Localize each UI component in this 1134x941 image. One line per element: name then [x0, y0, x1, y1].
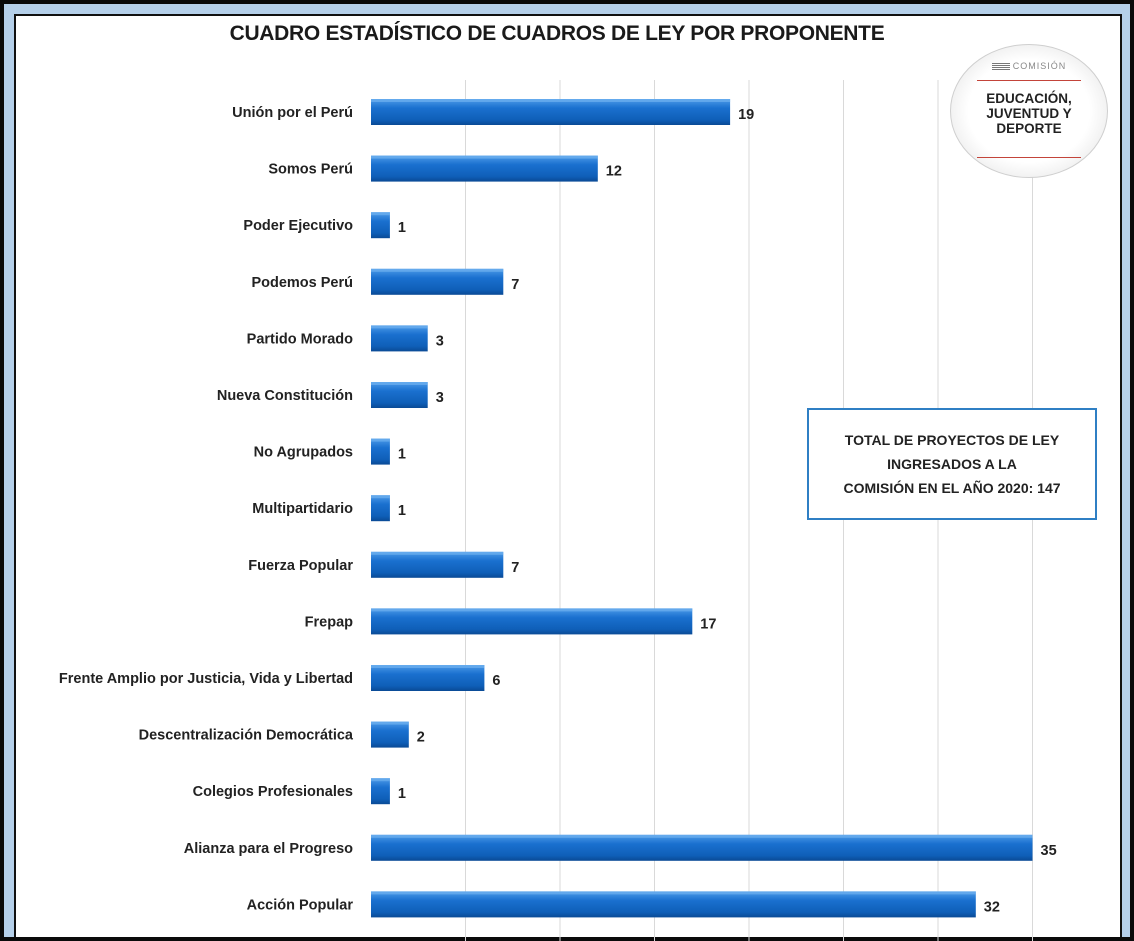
value-label: 1	[398, 503, 406, 519]
bar	[371, 778, 390, 805]
bar-highlight	[371, 551, 504, 555]
category-label: Descentralización Democrática	[139, 728, 354, 744]
bar	[371, 382, 428, 408]
bar-highlight	[371, 155, 598, 159]
commission-logo: COMISIÓN EDUCACIÓN, JUVENTUD Y DEPORTE	[950, 44, 1108, 178]
category-label: Frente Amplio por Justicia, Vida y Liber…	[59, 671, 353, 687]
category-label: Poder Ejecutivo	[243, 218, 353, 234]
value-label: 1	[398, 220, 406, 236]
bar	[371, 325, 428, 352]
total-line-3: COMISIÓN EN EL AÑO 2020: 147	[843, 480, 1061, 496]
category-label: Partido Morado	[247, 331, 353, 347]
bar-highlight	[371, 212, 390, 216]
value-label: 12	[606, 164, 622, 180]
value-label: 1	[398, 786, 406, 802]
logo-header: COMISIÓN	[951, 61, 1107, 71]
congress-icon	[991, 63, 1010, 71]
bar	[371, 495, 390, 522]
category-label: Acción Popular	[247, 897, 354, 913]
value-label: 7	[511, 560, 519, 576]
logo-line-2: JUVENTUD Y	[986, 106, 1072, 121]
value-label: 3	[436, 333, 444, 349]
bar	[371, 155, 598, 182]
bar-highlight	[371, 608, 693, 612]
bar-highlight	[371, 268, 504, 272]
bar-highlight	[371, 665, 485, 668]
bar	[371, 665, 485, 691]
bar-highlight	[371, 99, 731, 102]
bar-highlight	[371, 325, 428, 329]
value-label: 6	[492, 673, 500, 689]
total-projects-box: TOTAL DE PROYECTOS DE LEY INGRESADOS A L…	[807, 408, 1097, 520]
value-label: 2	[417, 730, 425, 746]
category-label: No Agrupados	[254, 445, 353, 461]
chart-title: CUADRO ESTADÍSTICO DE CUADROS DE LEY POR…	[229, 22, 885, 45]
logo-rule-top	[977, 80, 1081, 81]
logo-line-1: EDUCACIÓN,	[986, 91, 1072, 106]
value-label: 35	[1041, 843, 1057, 859]
bar-highlight	[371, 721, 409, 725]
category-label: Frepap	[305, 614, 353, 630]
category-label: Fuerza Popular	[248, 558, 353, 574]
bar	[371, 608, 693, 635]
bar-highlight	[371, 891, 976, 895]
logo-line-3: DEPORTE	[996, 121, 1062, 136]
logo-text: EDUCACIÓN, JUVENTUD Y DEPORTE	[951, 91, 1107, 136]
category-label: Unión por el Perú	[232, 105, 353, 121]
category-label: Alianza para el Progreso	[184, 841, 353, 857]
category-label: Somos Perú	[268, 162, 353, 178]
category-label: Nueva Constitución	[217, 388, 353, 404]
bar-highlight	[371, 438, 390, 442]
bar	[371, 438, 390, 465]
category-label: Multipartidario	[252, 501, 353, 517]
category-label: Podemos Perú	[251, 275, 353, 291]
category-label: Colegios Profesionales	[193, 784, 353, 800]
value-label: 7	[511, 277, 519, 293]
value-label: 19	[738, 107, 754, 123]
value-label: 32	[984, 899, 1000, 915]
value-label: 1	[398, 447, 406, 463]
value-label: 17	[700, 616, 716, 632]
total-line-1: TOTAL DE PROYECTOS DE LEY	[844, 432, 1060, 448]
value-label: 3	[436, 390, 444, 406]
bar	[371, 212, 390, 239]
bar-highlight	[371, 834, 1033, 838]
bar	[371, 551, 504, 578]
bar-highlight	[371, 382, 428, 385]
logo-rule-bottom	[977, 157, 1081, 158]
bar	[371, 721, 409, 748]
bar	[371, 891, 976, 918]
bar	[371, 268, 504, 295]
bar-highlight	[371, 495, 390, 499]
bar	[371, 834, 1033, 861]
bar-highlight	[371, 778, 390, 782]
bar	[371, 99, 731, 125]
total-line-2: INGRESADOS A LA	[887, 456, 1017, 472]
